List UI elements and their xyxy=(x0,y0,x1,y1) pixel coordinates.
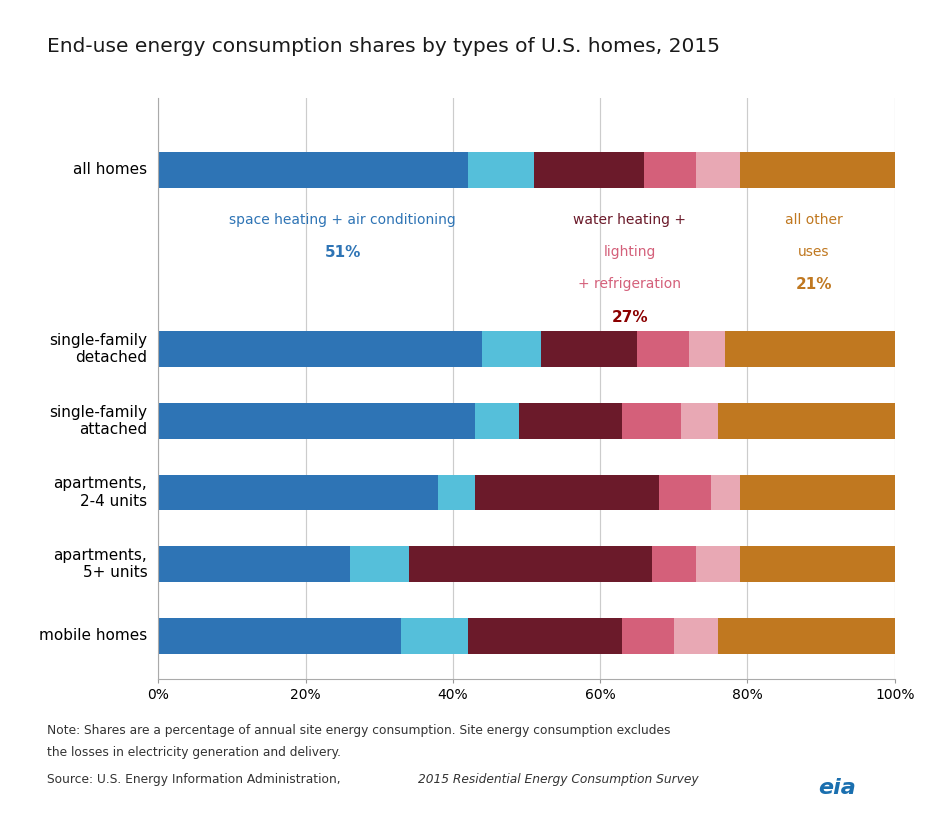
Bar xyxy=(718,618,895,654)
Bar xyxy=(696,152,740,188)
Text: water heating +: water heating + xyxy=(573,213,686,227)
Bar xyxy=(623,403,681,438)
Bar xyxy=(623,618,674,654)
Bar xyxy=(674,618,718,654)
Bar xyxy=(483,331,541,367)
Bar xyxy=(696,546,740,582)
Text: 21%: 21% xyxy=(796,277,832,292)
Bar xyxy=(659,474,710,510)
Text: space heating + air conditioning: space heating + air conditioning xyxy=(229,213,456,227)
Bar xyxy=(534,152,644,188)
Text: eia: eia xyxy=(818,778,857,798)
Text: Note: Shares are a percentage of annual site energy consumption. Site energy con: Note: Shares are a percentage of annual … xyxy=(47,724,670,737)
Bar xyxy=(158,331,483,367)
Bar xyxy=(711,474,740,510)
Bar xyxy=(475,403,519,438)
Text: End-use energy consumption shares by types of U.S. homes, 2015: End-use energy consumption shares by typ… xyxy=(47,37,720,56)
Bar xyxy=(350,546,409,582)
Bar xyxy=(409,546,651,582)
Bar xyxy=(637,331,689,367)
Text: Source: U.S. Energy Information Administration,: Source: U.S. Energy Information Administ… xyxy=(47,773,344,786)
Bar xyxy=(438,474,475,510)
Text: all other: all other xyxy=(785,213,843,227)
Bar xyxy=(158,152,468,188)
Bar xyxy=(468,152,534,188)
Text: uses: uses xyxy=(798,245,829,259)
Bar xyxy=(468,618,623,654)
Bar xyxy=(644,152,696,188)
Text: 27%: 27% xyxy=(611,310,648,325)
Bar xyxy=(681,403,718,438)
Bar xyxy=(740,546,895,582)
Text: 2015 Residential Energy Consumption Survey: 2015 Residential Energy Consumption Surv… xyxy=(418,773,699,786)
Bar xyxy=(158,618,402,654)
Bar xyxy=(718,403,895,438)
Bar xyxy=(740,474,895,510)
Bar xyxy=(158,474,438,510)
Bar xyxy=(725,331,895,367)
Text: the losses in electricity generation and delivery.: the losses in electricity generation and… xyxy=(47,746,340,759)
Bar xyxy=(402,618,468,654)
Text: + refrigeration: + refrigeration xyxy=(578,277,681,291)
Bar xyxy=(740,152,895,188)
Bar xyxy=(158,403,475,438)
Text: 51%: 51% xyxy=(324,245,361,260)
Bar xyxy=(519,403,623,438)
Bar xyxy=(651,546,696,582)
Bar xyxy=(689,331,725,367)
Bar xyxy=(541,331,637,367)
Text: lighting: lighting xyxy=(604,245,656,259)
Bar xyxy=(158,546,350,582)
Bar xyxy=(475,474,659,510)
